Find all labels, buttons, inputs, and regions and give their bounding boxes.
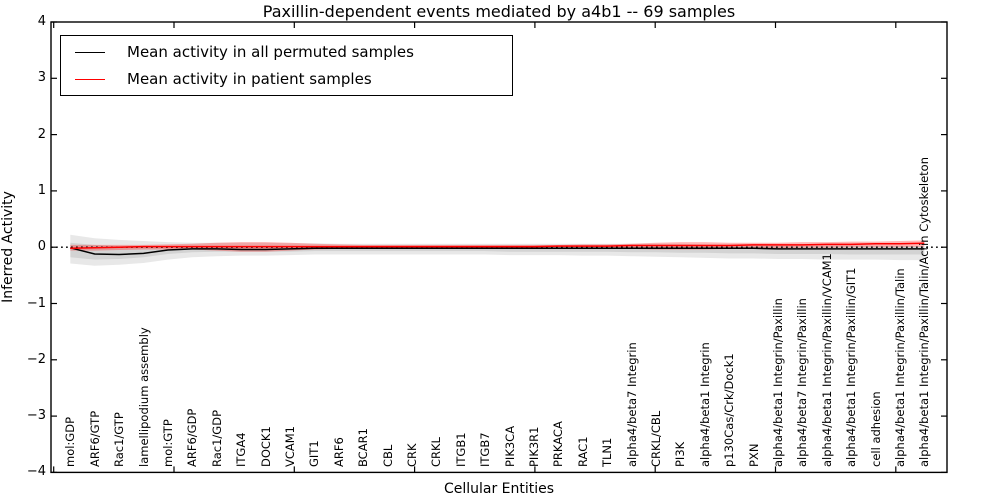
x-tick-label: BCAR1 [356,428,371,467]
x-tick-label: alpha4/beta1 Integrin/Paxillin/VCAM1 [819,253,834,467]
y-tick-label: −4 [26,464,46,480]
x-tick-label: alpha4/beta1 Integrin/Paxillin/Talin [892,268,907,467]
y-tick-label: −1 [26,295,46,311]
chart-title: Paxillin-dependent events mediated by a4… [262,2,736,21]
y-tick-label: 0 [37,239,46,255]
x-tick-label: alpha4/beta1 Integrin/Paxillin [770,298,785,467]
y-tick-label: 2 [37,126,46,142]
x-tick-label: ARF6 [331,437,346,467]
x-tick-label: Rac1/GTP [112,412,127,467]
series-line-permuted [70,247,925,256]
x-tick-label: mol:GTP [160,419,175,467]
permuted-samples-outer-band [70,234,925,266]
y-tick-label: 4 [37,14,46,29]
legend-row-permuted: Mean activity in all permuted samples [61,39,512,65]
x-tick-label: RAC1 [575,436,590,467]
x-tick-label: GIT1 [307,440,322,467]
x-tick-label: CRKL/CBL [648,410,663,467]
legend: Mean activity in all permuted samples Me… [60,35,513,96]
x-tick-label: DOCK1 [258,426,273,467]
x-tick-label: ARF6/GDP [185,408,200,467]
x-tick-label: CRK [404,443,419,467]
x-tick-label: alpha4/beta1 Integrin/Paxillin/Talin/Act… [917,157,932,467]
legend-label-permuted: Mean activity in all permuted samples [127,43,414,61]
y-tick-label: 1 [37,182,46,198]
y-tick-label: −2 [26,351,46,367]
x-tick-label: cell adhesion [868,391,883,467]
x-tick-label: p130Cas/Crk/Dock1 [722,353,737,467]
x-tick-label: PXN [746,443,761,467]
x-tick-label: ARF6/GTP [87,410,102,467]
y-tick-label: −3 [26,408,46,424]
x-tick-label: TLN1 [600,437,615,467]
y-tick-label: 3 [37,70,46,86]
y-axis-title: Inferred Activity [0,191,16,303]
x-tick-label: ITGA4 [234,432,249,467]
legend-label-patient: Mean activity in patient samples [127,70,372,88]
x-tick-label: alpha4/beta7 Integrin/Paxillin [795,298,810,467]
x-tick-label: PRKACA [551,421,566,467]
x-tick-label: CRKL [429,437,444,467]
x-tick-label: Rac1/GDP [209,409,224,467]
legend-line-sample-patient [75,78,105,80]
x-axis-title: Cellular Entities [443,481,555,497]
x-tick-label: VCAM1 [282,425,297,467]
x-tick-label: lamellipodium assembly [136,327,151,467]
x-tick-label: CBL [380,444,395,467]
x-tick-label: alpha4/beta1 Integrin [697,342,712,467]
series-line-patient [70,242,925,250]
legend-line-sample-permuted [75,51,105,53]
x-tick-label: ITGB1 [453,432,468,467]
x-tick-label: alpha4/beta1 Integrin/Paxillin/GIT1 [844,267,859,467]
legend-row-patient: Mean activity in patient samples [61,66,512,92]
x-tick-label: mol:GDP [63,416,78,467]
x-tick-label: PIK3CA [502,425,517,467]
x-tick-label: ITGB7 [478,432,493,467]
x-tick-label: alpha4/beta7 Integrin [624,342,639,467]
x-tick-label: PIK3R1 [526,426,541,468]
x-tick-label: PI3K [673,441,688,467]
